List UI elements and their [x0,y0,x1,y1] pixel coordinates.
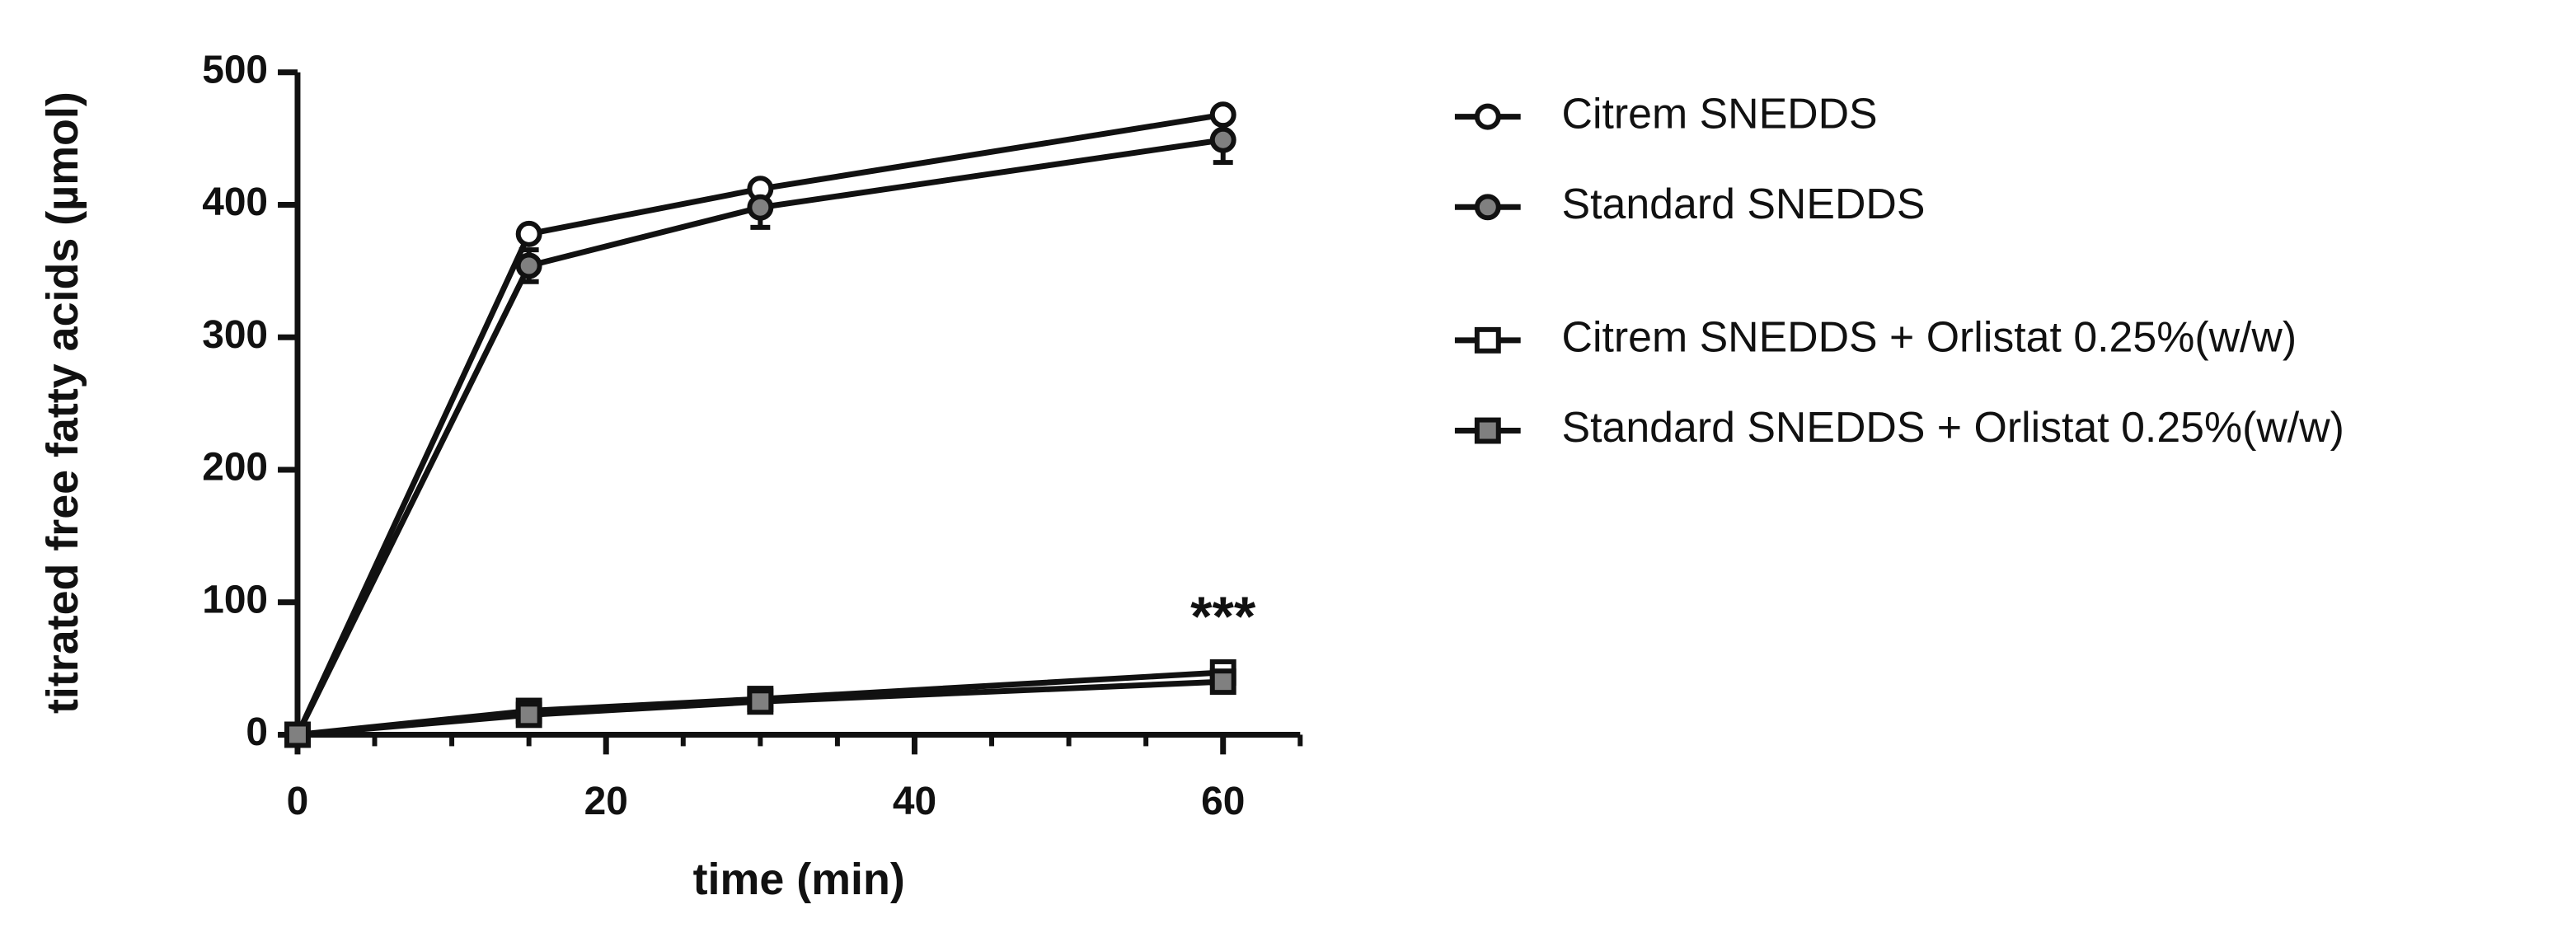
marker [515,701,542,729]
legend-label: Standard SNEDDS + Orlistat 0.25%(w/w) [1562,403,2344,451]
y-tick-label: 0 [246,710,268,754]
marker [747,688,774,715]
y-tick-label: 100 [202,578,268,621]
legend-marker [1474,103,1501,130]
marker [284,721,311,748]
y-axis-title: titrated free fatty acids (µmol) [38,91,87,714]
y-tick-label: 500 [202,48,268,91]
x-tick-label: 40 [893,780,936,823]
legend-label: Citrem SNEDDS [1562,89,1878,137]
legend-marker [1474,417,1501,444]
series-line [294,111,1224,736]
series-line [297,678,1223,738]
y-tick-label: 300 [202,313,268,357]
marker [1209,126,1236,153]
marker [515,220,542,247]
y-tick-label: 400 [202,180,268,224]
legend-marker [1474,194,1501,221]
x-tick-label: 0 [287,780,309,823]
legend-marker [1474,326,1501,354]
marker [747,194,774,221]
marker [1209,101,1236,129]
x-tick-label: 20 [584,780,628,823]
series-line [294,137,1224,736]
x-tick-label: 60 [1201,780,1245,823]
marker [515,252,542,279]
annotation: *** [1190,586,1256,648]
x-axis-title: time (min) [693,855,905,904]
legend-label: Citrem SNEDDS + Orlistat 0.25%(w/w) [1562,313,2297,361]
legend-label: Standard SNEDDS [1562,180,1926,227]
marker [1209,668,1236,696]
y-tick-label: 200 [202,446,268,490]
